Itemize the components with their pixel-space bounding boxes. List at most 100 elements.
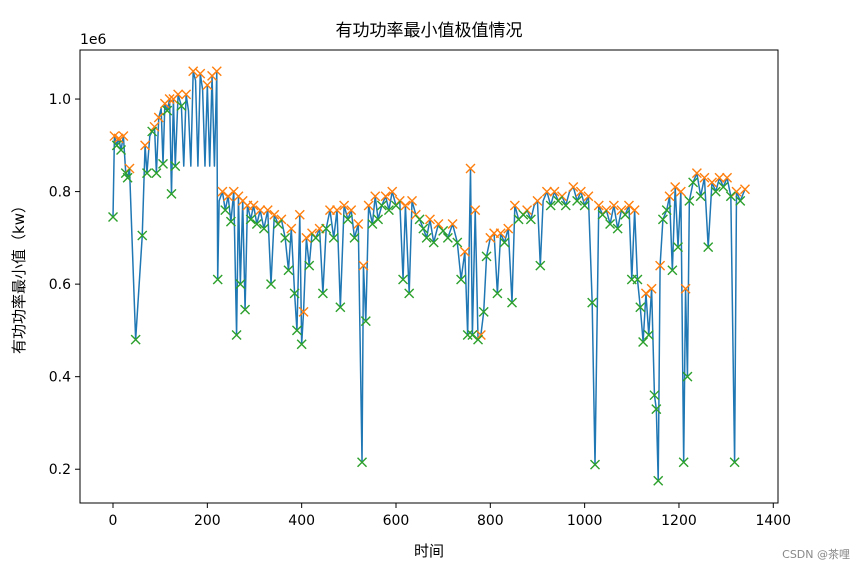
x-marker xyxy=(535,260,546,271)
x-marker xyxy=(503,223,514,234)
x-marker xyxy=(231,330,242,341)
x-marker xyxy=(286,223,297,234)
x-marker xyxy=(478,306,489,317)
x-marker xyxy=(735,195,746,206)
x-marker xyxy=(147,126,158,137)
x-marker xyxy=(507,297,517,308)
x-marker xyxy=(122,172,133,183)
x-marker xyxy=(310,232,321,243)
x-marker xyxy=(695,191,706,202)
x-marker xyxy=(714,172,725,183)
y-axis-label: 有功功率最小值（kw） xyxy=(10,198,28,354)
x-marker xyxy=(560,200,571,211)
x-marker xyxy=(380,191,391,202)
x-marker xyxy=(195,68,206,79)
x-marker xyxy=(358,260,369,271)
x-marker xyxy=(459,246,470,257)
x-marker xyxy=(575,186,586,197)
x-marker xyxy=(240,304,251,315)
y-tick-label: 1.0 xyxy=(49,92,71,108)
x-marker xyxy=(597,209,608,220)
x-marker xyxy=(390,200,401,211)
x-marker xyxy=(438,225,449,236)
x-marker xyxy=(342,214,353,225)
x-marker xyxy=(176,100,187,111)
x-marker xyxy=(456,274,467,285)
x-marker xyxy=(739,184,750,195)
x-marker xyxy=(324,205,335,216)
x-marker xyxy=(442,232,453,243)
x-marker xyxy=(638,336,649,347)
x-marker xyxy=(680,283,691,294)
x-marker xyxy=(116,144,127,155)
x-marker xyxy=(251,218,262,229)
x-marker xyxy=(211,66,222,77)
x-marker xyxy=(294,209,305,220)
x-marker xyxy=(335,302,346,313)
x-marker xyxy=(525,214,536,225)
x-marker xyxy=(212,274,223,285)
x-marker xyxy=(332,205,343,216)
x-marker xyxy=(181,89,192,100)
x-marker xyxy=(137,230,148,241)
x-marker xyxy=(387,186,398,197)
x-marker xyxy=(722,172,733,183)
x-marker xyxy=(376,200,387,211)
x-marker xyxy=(140,140,151,151)
x-marker xyxy=(433,218,444,229)
x-marker xyxy=(499,237,510,248)
x-marker xyxy=(541,186,552,197)
x-marker xyxy=(649,390,660,401)
x-marker xyxy=(349,232,360,243)
x-marker xyxy=(360,316,371,327)
x-marker xyxy=(682,371,693,382)
x-marker xyxy=(283,265,294,276)
x-marker xyxy=(684,195,695,206)
x-marker xyxy=(383,205,394,216)
x-marker xyxy=(473,334,484,345)
x-marker xyxy=(166,188,177,199)
x-marker xyxy=(710,186,721,197)
x-marker xyxy=(646,283,657,294)
x-marker xyxy=(657,214,668,225)
x-marker xyxy=(481,251,492,262)
x-marker xyxy=(661,205,672,216)
x-marker xyxy=(590,459,601,470)
x-marker xyxy=(475,330,486,341)
x-tick-label: 1000 xyxy=(567,513,603,529)
x-marker xyxy=(428,237,439,248)
watermark: CSDN @茶哩 xyxy=(782,548,850,561)
x-marker xyxy=(289,288,300,299)
y-offset-label: 1e6 xyxy=(80,32,107,48)
x-marker xyxy=(339,200,350,211)
x-marker xyxy=(321,223,332,234)
x-marker xyxy=(623,200,634,211)
x-marker xyxy=(470,205,481,216)
x-marker xyxy=(653,475,664,486)
x-marker xyxy=(141,168,152,179)
x-marker xyxy=(258,223,269,234)
x-marker xyxy=(269,209,280,220)
x-marker xyxy=(118,131,129,142)
x-marker xyxy=(706,177,717,188)
x-marker xyxy=(549,186,560,197)
plot-frame xyxy=(79,49,779,504)
x-marker xyxy=(370,191,381,202)
x-marker xyxy=(675,186,686,197)
x-marker xyxy=(605,218,616,229)
x-marker xyxy=(407,195,418,206)
x-marker xyxy=(225,216,236,227)
x-marker xyxy=(296,339,307,350)
y-tick-label: 0.6 xyxy=(49,277,71,293)
x-marker xyxy=(398,274,409,285)
x-marker xyxy=(620,209,631,220)
x-marker xyxy=(492,288,503,299)
x-marker xyxy=(367,218,378,229)
x-marker xyxy=(173,89,184,100)
x-marker xyxy=(452,237,463,248)
x-marker xyxy=(301,232,312,243)
x-marker xyxy=(703,242,714,253)
x-marker xyxy=(632,274,643,285)
